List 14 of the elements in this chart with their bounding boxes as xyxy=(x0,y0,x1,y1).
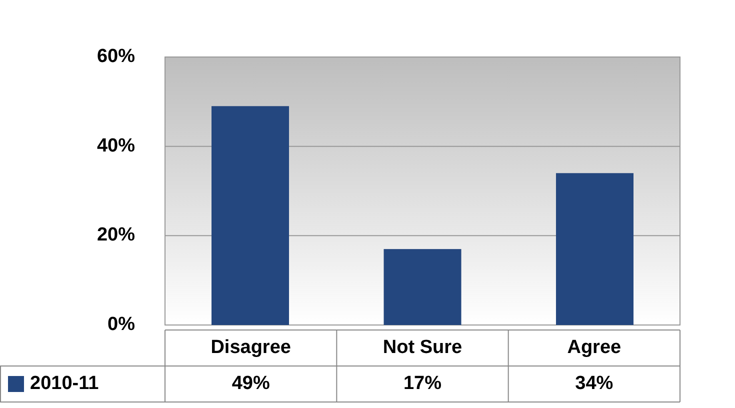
x-tick-label: Disagree xyxy=(210,337,291,358)
bar xyxy=(212,106,290,325)
y-tick-label: 60% xyxy=(96,46,136,68)
legend-label: 2010-11 xyxy=(30,373,100,394)
y-tick-label: 0% xyxy=(108,314,136,336)
y-tick-label: 20% xyxy=(96,224,136,246)
bar xyxy=(384,249,462,325)
y-tick-label: 40% xyxy=(96,135,136,156)
data-label: 49% xyxy=(232,373,270,394)
x-tick-label: Agree xyxy=(567,337,622,358)
data-label: 17% xyxy=(403,373,442,394)
data-label: 34% xyxy=(575,373,614,394)
x-tick-label: Not Sure xyxy=(382,337,462,358)
bar xyxy=(556,173,634,325)
